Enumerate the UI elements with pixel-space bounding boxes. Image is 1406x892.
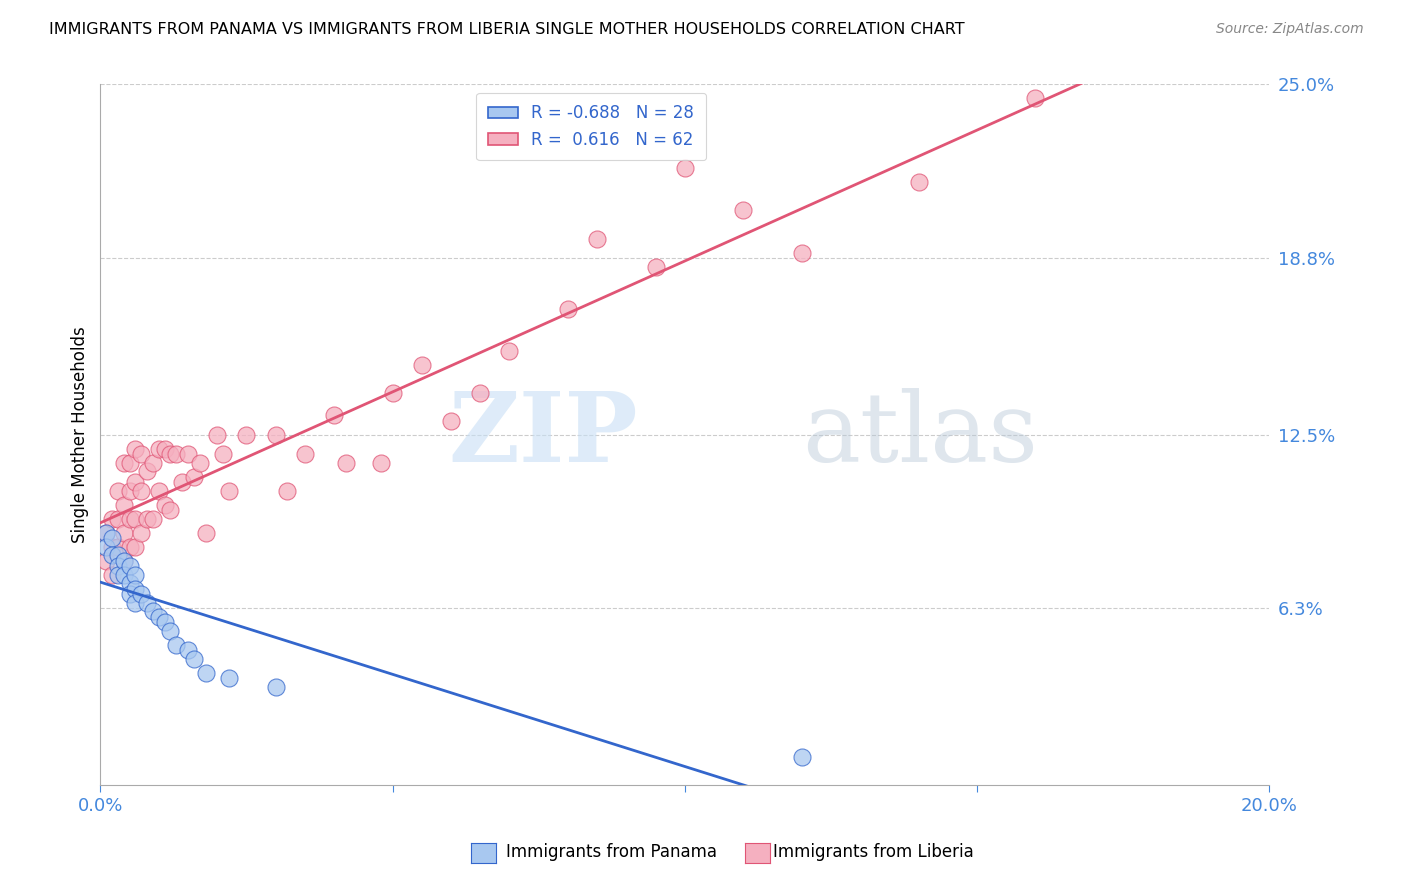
Point — [218, 483, 240, 498]
Legend: R = -0.688   N = 28, R =  0.616   N = 62: R = -0.688 N = 28, R = 0.616 N = 62 — [477, 93, 706, 161]
Point — [586, 231, 609, 245]
Point — [118, 576, 141, 591]
Text: IMMIGRANTS FROM PANAMA VS IMMIGRANTS FROM LIBERIA SINGLE MOTHER HOUSEHOLDS CORRE: IMMIGRANTS FROM PANAMA VS IMMIGRANTS FRO… — [49, 22, 965, 37]
Point — [188, 456, 211, 470]
Text: Immigrants from Liberia: Immigrants from Liberia — [773, 843, 974, 861]
Point — [218, 671, 240, 685]
Point — [118, 483, 141, 498]
Point — [112, 554, 135, 568]
Point — [177, 643, 200, 657]
Point — [207, 427, 229, 442]
Point — [107, 567, 129, 582]
Point — [1024, 91, 1046, 105]
Point — [129, 447, 152, 461]
Point — [96, 525, 118, 540]
Text: ZIP: ZIP — [449, 388, 638, 482]
Point — [96, 525, 118, 540]
Point — [124, 475, 146, 490]
Point — [112, 498, 135, 512]
Point — [264, 427, 287, 442]
Point — [165, 638, 187, 652]
Point — [733, 203, 755, 218]
Point — [112, 456, 135, 470]
Point — [790, 245, 813, 260]
Point — [153, 615, 176, 630]
Point — [101, 511, 124, 525]
Point — [129, 525, 152, 540]
Point — [129, 587, 152, 601]
Point — [498, 343, 520, 358]
Point — [124, 596, 146, 610]
Text: atlas: atlas — [801, 388, 1038, 482]
Point — [183, 469, 205, 483]
Point — [159, 503, 181, 517]
Point — [235, 427, 257, 442]
Point — [159, 447, 181, 461]
Point — [557, 301, 579, 316]
Point — [118, 587, 141, 601]
Point — [177, 447, 200, 461]
Point — [124, 442, 146, 456]
Text: Source: ZipAtlas.com: Source: ZipAtlas.com — [1216, 22, 1364, 37]
Point — [136, 596, 159, 610]
Point — [172, 475, 194, 490]
Point — [118, 559, 141, 574]
Point — [96, 554, 118, 568]
Point — [153, 442, 176, 456]
Text: Immigrants from Panama: Immigrants from Panama — [506, 843, 717, 861]
Point — [370, 456, 392, 470]
Point — [194, 525, 217, 540]
Point — [142, 456, 165, 470]
Y-axis label: Single Mother Households: Single Mother Households — [72, 326, 89, 543]
Point — [323, 408, 346, 422]
Point — [118, 540, 141, 554]
Point — [790, 749, 813, 764]
Point — [96, 540, 118, 554]
Point — [124, 567, 146, 582]
Point — [165, 447, 187, 461]
Point — [129, 483, 152, 498]
Point — [112, 554, 135, 568]
Point — [101, 540, 124, 554]
Point — [194, 665, 217, 680]
Point — [148, 483, 170, 498]
Point — [118, 456, 141, 470]
Point — [644, 260, 666, 274]
Point — [148, 442, 170, 456]
Point — [107, 548, 129, 562]
Point — [411, 358, 433, 372]
Point — [136, 511, 159, 525]
Point — [101, 567, 124, 582]
Point — [907, 176, 929, 190]
Point — [381, 385, 404, 400]
Point — [294, 447, 316, 461]
Point — [118, 511, 141, 525]
Point — [673, 161, 696, 176]
Point — [153, 498, 176, 512]
Point — [142, 604, 165, 618]
Point — [159, 624, 181, 638]
Point — [107, 511, 129, 525]
Point — [276, 483, 298, 498]
Point — [101, 531, 124, 545]
Point — [124, 540, 146, 554]
Point — [112, 525, 135, 540]
Point — [183, 651, 205, 665]
Point — [101, 548, 124, 562]
Point — [107, 483, 129, 498]
Point — [107, 540, 129, 554]
Point — [124, 511, 146, 525]
Point — [212, 447, 235, 461]
Point — [124, 582, 146, 596]
Point — [440, 414, 463, 428]
Point — [107, 559, 129, 574]
Point — [335, 456, 357, 470]
Point — [148, 609, 170, 624]
Point — [136, 464, 159, 478]
Point — [264, 680, 287, 694]
Point — [142, 511, 165, 525]
Point — [470, 385, 492, 400]
Point — [112, 567, 135, 582]
